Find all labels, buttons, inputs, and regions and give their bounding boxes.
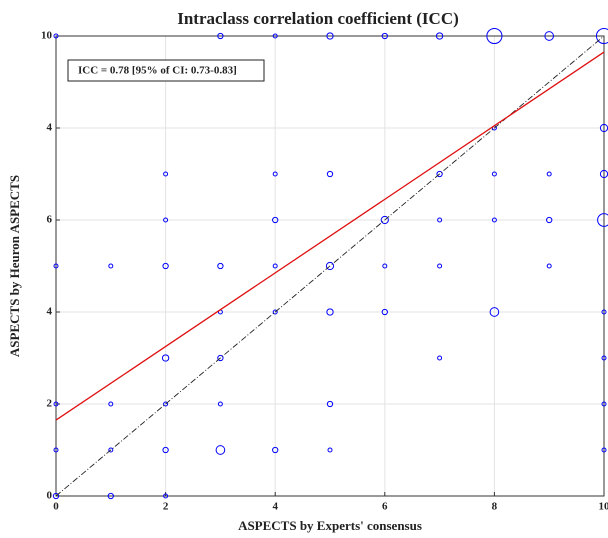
bubble — [435, 32, 444, 40]
bubble — [436, 170, 443, 178]
x-tick-label: 10 — [599, 501, 608, 513]
y-tick-label: 0 — [47, 490, 53, 502]
bubble — [272, 446, 279, 454]
bubble — [161, 354, 170, 362]
regression-line — [55, 51, 605, 421]
bubble — [53, 447, 59, 453]
y-tick-label: 6 — [47, 214, 53, 226]
bubble — [272, 171, 278, 177]
annotation: ICC = 0.78 [95% of CI: 0.73-0.83] — [78, 65, 237, 77]
bubble — [217, 354, 224, 362]
bubble — [601, 355, 607, 361]
bubble — [601, 447, 607, 453]
bubble — [327, 447, 333, 453]
bubble — [437, 263, 443, 269]
bubble — [381, 308, 388, 316]
bubble — [163, 401, 169, 407]
bubble — [326, 400, 334, 408]
bubble — [544, 31, 555, 41]
bubble — [380, 215, 389, 225]
bubble — [215, 445, 226, 455]
bubble — [52, 492, 60, 500]
bubble — [546, 216, 553, 224]
annotation-box — [67, 59, 265, 82]
x-tick-label: 2 — [163, 501, 169, 513]
bubble — [595, 27, 608, 45]
bubble — [163, 217, 169, 223]
bubble — [272, 216, 279, 224]
bubble — [108, 447, 114, 453]
bubble — [107, 492, 114, 500]
bubble — [217, 401, 223, 407]
x-axis-label: ASPECTS by Experts' consensus — [238, 518, 422, 533]
x-tick-label: 6 — [382, 501, 388, 513]
bubble — [382, 263, 388, 269]
bubble — [272, 33, 278, 39]
x-tick-label: 0 — [53, 501, 59, 513]
y-tick-label: 2 — [47, 398, 53, 410]
bubble — [489, 307, 500, 317]
bubble — [217, 262, 224, 270]
bubble — [437, 355, 443, 361]
bubble — [108, 401, 114, 407]
y-tick-label: 4 — [47, 306, 53, 318]
x-tick-label: 4 — [272, 501, 278, 513]
x-tick-label: 8 — [492, 501, 498, 513]
bubble — [53, 401, 59, 407]
bubble — [546, 263, 552, 269]
bubble — [162, 446, 169, 454]
bubble — [108, 263, 114, 269]
bubble — [163, 171, 169, 177]
bubble — [272, 263, 278, 269]
y-tick-label: 10 — [41, 30, 53, 42]
bubble — [597, 213, 608, 227]
bubble — [486, 27, 503, 45]
y-tick-label: 4 — [47, 122, 53, 134]
bubble — [491, 217, 497, 223]
bubble — [601, 309, 607, 315]
bubble — [546, 171, 552, 177]
bubble — [217, 32, 224, 40]
bubble — [272, 309, 278, 315]
bubble — [381, 32, 388, 40]
bubble — [326, 170, 334, 178]
bubble — [437, 217, 443, 223]
bubble — [53, 33, 59, 39]
bubble — [601, 401, 607, 407]
bubble — [326, 308, 334, 316]
bubble — [325, 261, 335, 271]
chart-title: Intraclass correlation coefficient (ICC) — [177, 9, 459, 28]
bubble — [326, 32, 334, 40]
bubble — [491, 171, 497, 177]
bubble — [53, 263, 59, 269]
bubble — [162, 262, 169, 270]
y-axis-label: ASPECTS by Heuron ASPECTS — [7, 175, 22, 357]
plot-frame — [55, 35, 605, 497]
bubble — [163, 493, 169, 499]
